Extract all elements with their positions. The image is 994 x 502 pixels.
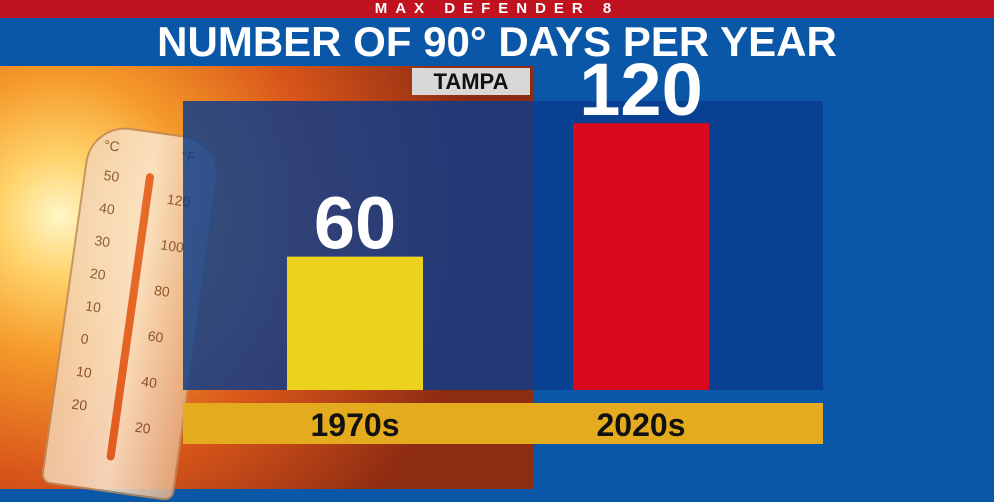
bar-chart: 60 1970s 120 2020s bbox=[287, 48, 709, 443]
category-label: 2020s bbox=[597, 407, 686, 443]
location-label: TAMPA bbox=[412, 68, 530, 95]
bar-2020s bbox=[573, 123, 709, 390]
title-bar bbox=[0, 18, 994, 66]
bar-1970s bbox=[287, 256, 423, 390]
category-band bbox=[183, 403, 823, 444]
chart-title: NUMBER OF 90° DAYS PER YEAR bbox=[157, 18, 837, 65]
value-label: 60 bbox=[314, 182, 396, 265]
kicker-text: MAX DEFENDER 8 bbox=[374, 0, 620, 17]
kicker-bar bbox=[0, 0, 994, 18]
category-label: 1970s bbox=[311, 407, 400, 443]
value-label: 120 bbox=[579, 48, 702, 131]
